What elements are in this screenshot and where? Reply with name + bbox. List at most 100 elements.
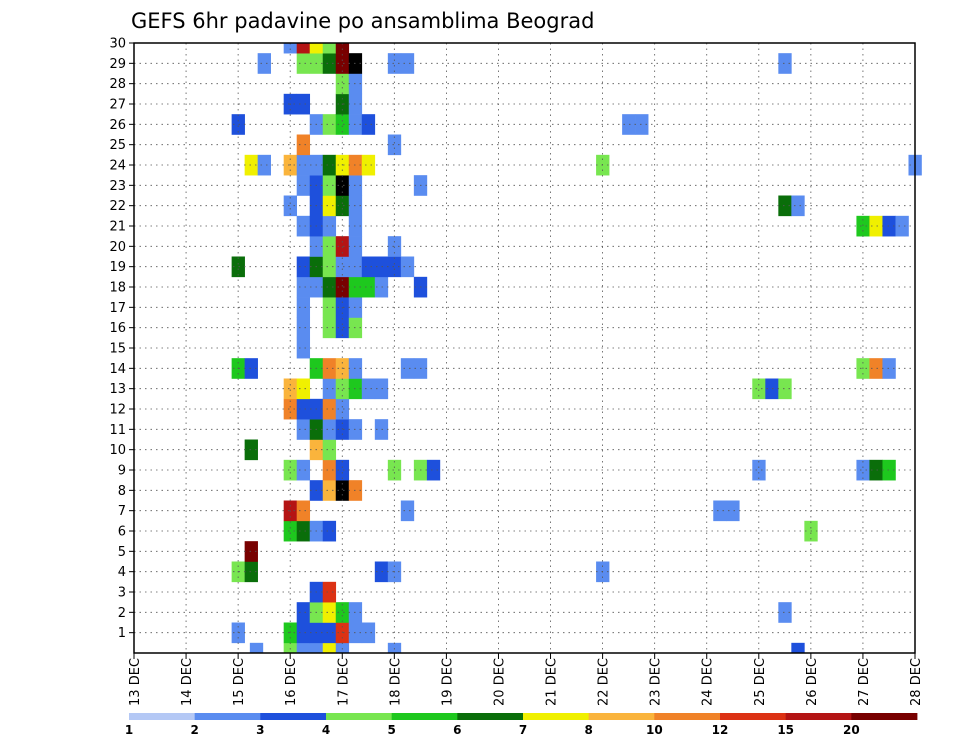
- colorbar-label: 1: [125, 723, 133, 737]
- y-tick-label: 12: [109, 403, 126, 418]
- heatmap-cell: [400, 500, 415, 522]
- heatmap-cell: [335, 317, 350, 339]
- heatmap-cell: [322, 378, 337, 400]
- y-tick-label: 21: [109, 220, 126, 235]
- heatmap-cell: [296, 134, 311, 156]
- heatmap-cell: [322, 459, 337, 481]
- x-tick-label: 16 DEC: [284, 658, 299, 706]
- heatmap-cell: [296, 337, 311, 359]
- y-tick-label: 2: [118, 606, 126, 621]
- heatmap-cell: [882, 459, 896, 481]
- x-tick-label: 21 DEC: [545, 658, 560, 706]
- colorbar-swatch: [851, 713, 918, 720]
- heatmap-cell: [244, 439, 258, 461]
- heatmap-cells: [231, 43, 922, 654]
- heatmap-cell: [856, 459, 870, 481]
- heatmap-cell: [895, 215, 909, 237]
- heatmap-cell: [374, 256, 389, 278]
- heatmap-cell: [296, 520, 311, 542]
- x-tick-label: 24 DEC: [701, 658, 716, 706]
- colorbar-swatch: [129, 713, 196, 720]
- y-tick-label: 27: [109, 98, 126, 113]
- heatmap-cell: [426, 459, 441, 481]
- y-tick-label: 17: [109, 301, 126, 316]
- heatmap-cell: [322, 297, 337, 318]
- heatmap-cell: [778, 378, 792, 400]
- heatmap-cell: [322, 236, 337, 257]
- x-tick-label: 23 DEC: [649, 658, 664, 706]
- colorbar-label: 8: [584, 723, 592, 737]
- heatmap-cell: [322, 43, 337, 54]
- colorbar-label: 5: [387, 723, 395, 737]
- heatmap-cell: [249, 642, 264, 654]
- y-tick-label: 19: [109, 260, 126, 275]
- heatmap-cell: [244, 154, 258, 176]
- colorbar: 1 2 3 4 5 6 7 8 10 12 15 20: [125, 713, 918, 737]
- y-tick-label: 7: [118, 504, 126, 519]
- heatmap-cell: [296, 175, 311, 196]
- x-tick-label: 25 DEC: [753, 658, 768, 706]
- heatmap-cell: [791, 195, 805, 217]
- heatmap-cell: [244, 358, 258, 379]
- heatmap-cell: [296, 276, 311, 298]
- heatmap-cell: [752, 459, 766, 481]
- colorbar-label: 6: [453, 723, 461, 737]
- y-tick-label: 22: [109, 199, 126, 214]
- heatmap-cell: [322, 256, 337, 278]
- heatmap-cell: [322, 195, 337, 217]
- x-tick-label: 27 DEC: [857, 658, 872, 706]
- heatmap-cell: [387, 459, 402, 481]
- heatmap-cell: [335, 602, 350, 623]
- heatmap-cell: [374, 378, 389, 400]
- colorbar-swatch: [588, 713, 655, 720]
- heatmap-cell: [296, 317, 311, 339]
- heatmap-cell: [296, 398, 311, 420]
- y-tick-label: 26: [109, 118, 126, 133]
- chart-title: GEFS 6hr padavine po ansamblima Beograd: [131, 9, 594, 33]
- colorbar-swatch: [326, 713, 393, 720]
- colorbar-label: 3: [256, 723, 264, 737]
- heatmap-cell: [622, 114, 636, 135]
- heatmap-cell: [322, 175, 337, 196]
- heatmap-cell: [322, 642, 337, 654]
- heatmap-cell: [374, 561, 389, 583]
- heatmap-cell: [283, 398, 298, 420]
- y-tick-label: 20: [109, 240, 126, 255]
- y-tick-label: 5: [118, 545, 126, 560]
- heatmap-cell: [869, 358, 883, 379]
- heatmap-cell: [296, 256, 311, 278]
- heatmap-cell: [752, 378, 766, 400]
- y-tick-label: 29: [109, 57, 126, 72]
- x-tick-label: 28 DEC: [909, 658, 924, 706]
- heatmap-cell: [322, 520, 337, 542]
- heatmap-cell: [244, 561, 258, 583]
- heatmap-cell: [335, 236, 350, 257]
- colorbar-swatch: [391, 713, 458, 720]
- heatmap-cell: [361, 378, 376, 400]
- x-tick-label: 18 DEC: [388, 658, 403, 706]
- heatmap-cell: [296, 500, 311, 522]
- heatmap-cell: [231, 114, 245, 135]
- heatmap-cell: [374, 419, 389, 440]
- heatmap-cell: [231, 256, 245, 278]
- heatmap-cell: [335, 459, 350, 481]
- heatmap-cell: [322, 317, 337, 339]
- heatmap-cell: [244, 541, 258, 562]
- heatmap-cell: [335, 276, 350, 298]
- heatmap-cell: [296, 297, 311, 318]
- heatmap-cell: [361, 256, 376, 278]
- y-tick-label: 23: [109, 179, 126, 194]
- y-tick-label: 25: [109, 138, 126, 153]
- heatmap-cell: [726, 500, 740, 522]
- heatmap-cell: [387, 53, 402, 74]
- heatmap-cell: [361, 154, 376, 176]
- heatmap-cell: [335, 256, 350, 278]
- heatmap-cell: [361, 622, 376, 644]
- x-tick-label: 19 DEC: [440, 658, 455, 706]
- heatmap-cell: [257, 53, 271, 74]
- heatmap-cell: [335, 378, 350, 400]
- colorbar-swatch: [523, 713, 590, 720]
- heatmap-cell: [869, 215, 883, 237]
- colorbar-label: 4: [322, 723, 330, 737]
- heatmap-cell: [387, 256, 402, 278]
